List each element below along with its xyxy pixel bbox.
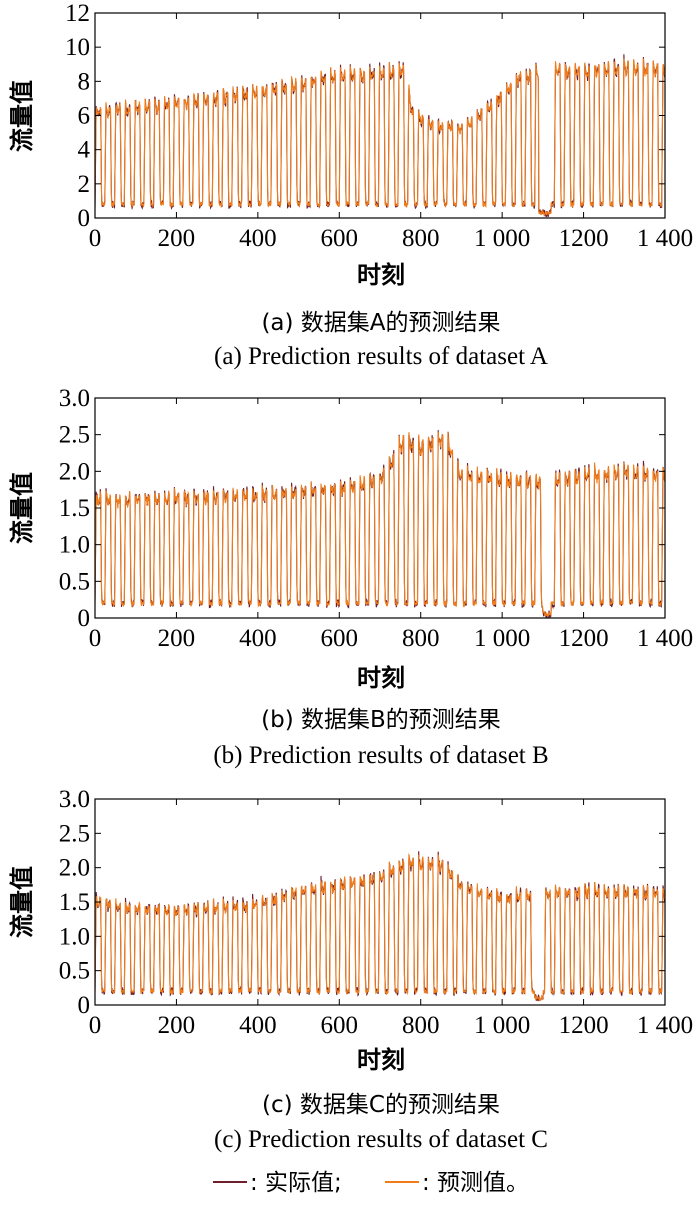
y-tick-label: 0 xyxy=(78,992,91,1019)
y-tick-label: 0.5 xyxy=(59,958,90,985)
y-tick-label: 2.5 xyxy=(59,422,90,449)
y-tick-label: 0 xyxy=(78,605,91,632)
y-tick-label: 2.0 xyxy=(59,458,90,485)
x-tick-label: 0 xyxy=(89,225,102,252)
panel-a-y-ticks: 0 2 4 6 8 10 12 xyxy=(65,0,665,232)
x-tick-label: 600 xyxy=(321,1012,359,1039)
x-tick-label: 1 400 xyxy=(637,1012,693,1039)
panel-b-caption-en: (b) Prediction results of dataset B xyxy=(213,742,548,769)
y-tick-label: 2 xyxy=(78,171,91,198)
panel-a-y-axis-label: 流量值 xyxy=(8,80,36,152)
x-tick-label: 1 000 xyxy=(474,1012,530,1039)
x-tick-label: 0 xyxy=(89,625,102,652)
x-tick-label: 1 400 xyxy=(637,625,693,652)
y-tick-label: 2.5 xyxy=(59,820,90,847)
y-tick-label: 2.0 xyxy=(59,855,90,882)
panel-b-y-axis-label: 流量值 xyxy=(8,472,36,544)
panel-c-series xyxy=(95,851,665,1002)
panel-c-y-axis-label: 流量值 xyxy=(8,866,36,938)
panel-b-x-axis-label: 时刻 xyxy=(357,664,405,692)
legend-predicted-label: : 预测值。 xyxy=(422,1170,529,1196)
x-tick-label: 200 xyxy=(158,1012,196,1039)
x-tick-label: 1 400 xyxy=(637,225,693,252)
y-tick-label: 0 xyxy=(78,205,91,232)
y-tick-label: 3.0 xyxy=(59,786,90,813)
panel-b-x-ticks: 0 200 400 600 800 1 000 1200 1 400 xyxy=(89,398,693,652)
panel-c-x-axis-label: 时刻 xyxy=(357,1046,405,1074)
y-tick-label: 1.0 xyxy=(59,532,90,559)
panel-b-series xyxy=(95,430,665,618)
panel-a: 0 2 4 6 8 10 12 0 200 400 600 800 1 000 1200 1 400 流量… xyxy=(8,0,693,370)
y-tick-label: 12 xyxy=(65,0,90,27)
panel-b-caption-cn: (b) 数据集B的预测结果 xyxy=(261,707,501,733)
x-tick-label: 600 xyxy=(321,225,359,252)
y-tick-label: 0.5 xyxy=(59,568,90,595)
x-tick-label: 1200 xyxy=(559,1012,609,1039)
legend-actual-label: : 实际值; xyxy=(250,1170,342,1196)
panel-c: 0 0.5 1.0 1.5 2.0 2.5 3.0 0 200 400 600 800 1 000 12… xyxy=(8,786,693,1153)
x-tick-label: 800 xyxy=(402,625,440,652)
series-predicted-line xyxy=(95,58,665,217)
panel-a-caption-en: (a) Prediction results of dataset A xyxy=(214,343,548,370)
x-tick-label: 1200 xyxy=(559,625,609,652)
x-tick-label: 1 000 xyxy=(474,625,530,652)
x-tick-label: 400 xyxy=(239,1012,277,1039)
series-predicted-line xyxy=(95,852,665,1002)
y-tick-label: 1.5 xyxy=(59,495,90,522)
panel-c-y-ticks: 0 0.5 1.0 1.5 2.0 2.5 3.0 xyxy=(59,786,665,1019)
y-tick-label: 10 xyxy=(65,34,90,61)
x-tick-label: 400 xyxy=(239,625,277,652)
panel-c-caption-en: (c) Prediction results of dataset C xyxy=(214,1126,548,1153)
legend: : 实际值; : 预测值。 xyxy=(213,1170,529,1196)
panel-a-x-ticks: 0 200 400 600 800 1 000 1200 1 400 xyxy=(89,13,693,252)
panel-c-x-ticks: 0 200 400 600 800 1 000 1200 1 400 xyxy=(89,799,693,1039)
y-tick-label: 4 xyxy=(78,137,91,164)
series-predicted-line xyxy=(95,431,665,618)
y-tick-label: 1.0 xyxy=(59,923,90,950)
panel-a-caption-cn: (a) 数据集A的预测结果 xyxy=(261,310,500,336)
x-tick-label: 200 xyxy=(158,225,196,252)
y-tick-label: 8 xyxy=(78,68,91,95)
x-tick-label: 1 000 xyxy=(474,225,530,252)
y-tick-label: 1.5 xyxy=(59,889,90,916)
x-tick-label: 200 xyxy=(158,625,196,652)
panel-c-caption-cn: (c) 数据集C的预测结果 xyxy=(262,1092,500,1118)
x-tick-label: 400 xyxy=(239,225,277,252)
x-tick-label: 1200 xyxy=(559,225,609,252)
x-tick-label: 800 xyxy=(402,225,440,252)
y-tick-label: 3.0 xyxy=(59,385,90,412)
panel-b: 0 0.5 1.0 1.5 2.0 2.5 3.0 0 200 400 600 800 1 000 12… xyxy=(8,385,693,769)
panel-a-x-axis-label: 时刻 xyxy=(357,261,405,289)
panel-a-series xyxy=(95,54,665,218)
panel-b-y-ticks: 0 0.5 1.0 1.5 2.0 2.5 3.0 xyxy=(59,385,665,632)
x-tick-label: 0 xyxy=(89,1012,102,1039)
x-tick-label: 800 xyxy=(402,1012,440,1039)
x-tick-label: 600 xyxy=(321,625,359,652)
y-tick-label: 6 xyxy=(78,103,91,130)
